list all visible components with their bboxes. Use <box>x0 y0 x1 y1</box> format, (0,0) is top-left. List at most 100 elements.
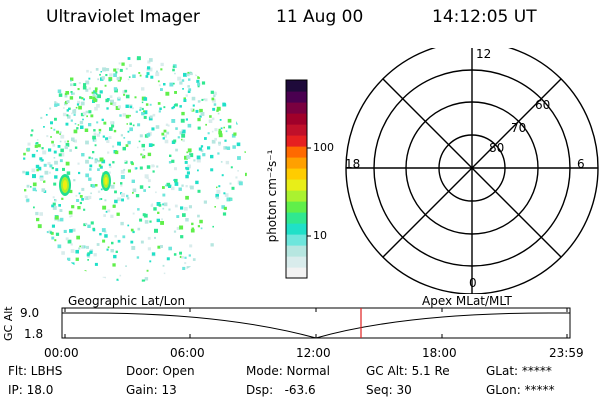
uv-pixel <box>179 131 183 135</box>
uv-pixel <box>60 152 65 157</box>
uv-pixel <box>87 255 91 258</box>
uv-pixel <box>46 135 49 138</box>
uv-pixel <box>221 174 224 177</box>
uv-pixel <box>191 108 195 112</box>
uv-pixel <box>108 163 111 166</box>
uv-pixel <box>118 62 121 65</box>
uv-pixel <box>216 109 219 112</box>
uv-pixel <box>182 88 184 90</box>
uv-pixel <box>200 149 204 153</box>
uv-pixel <box>31 168 36 173</box>
uv-image-disk <box>22 56 247 282</box>
uv-pixel <box>201 81 206 85</box>
uv-pixel <box>229 198 233 201</box>
uv-pixel <box>98 132 101 134</box>
uv-pixel <box>204 137 207 140</box>
uv-pixel <box>156 218 160 223</box>
uv-pixel <box>136 56 141 61</box>
uv-pixel <box>188 254 191 257</box>
colorbar-tick-label-10: 10 <box>313 229 327 242</box>
uv-pixel <box>73 139 77 143</box>
uv-pixel <box>119 68 123 72</box>
uv-pixel <box>182 213 186 217</box>
uv-pixel <box>130 228 134 232</box>
uv-pixel <box>154 236 156 239</box>
uv-pixel <box>112 102 117 106</box>
uv-pixel <box>101 228 106 232</box>
uv-pixel <box>184 206 188 211</box>
uv-pixel <box>197 189 201 193</box>
uv-pixel <box>100 71 102 73</box>
uv-pixel <box>84 270 87 273</box>
uv-pixel <box>134 96 137 99</box>
uv-pixel <box>110 214 114 218</box>
uv-pixel <box>89 168 92 171</box>
uv-pixel <box>210 90 214 94</box>
polar-lat-label-60: 60 <box>535 98 551 112</box>
uv-pixel <box>238 181 243 186</box>
uv-pixel <box>187 71 189 74</box>
uv-pixel <box>23 152 26 156</box>
uv-pixel <box>48 229 52 233</box>
uv-pixel <box>155 191 157 194</box>
uv-pixel <box>102 135 105 138</box>
uv-pixel <box>171 119 176 123</box>
uv-pixel <box>200 227 203 230</box>
uv-pixel <box>109 95 113 98</box>
uv-pixel <box>183 97 186 100</box>
uv-pixel <box>112 263 116 267</box>
uv-pixel <box>173 139 177 143</box>
uv-pixel <box>90 192 92 195</box>
uv-pixel <box>174 91 177 94</box>
uv-pixel <box>65 122 69 126</box>
gc-altitude-timeline <box>61 307 571 339</box>
colorbar-cell <box>286 135 307 147</box>
uv-pixel <box>105 210 108 213</box>
uv-pixel <box>190 185 194 190</box>
uv-pixel <box>51 224 55 228</box>
uv-pixel <box>90 248 94 252</box>
uv-pixel <box>218 128 221 131</box>
uv-pixel <box>106 107 109 110</box>
colorbar-cell <box>286 179 307 191</box>
uv-pixel <box>197 76 200 79</box>
uv-pixel <box>59 131 62 134</box>
uv-pixel <box>124 160 128 164</box>
uv-pixel <box>218 130 222 135</box>
uv-pixel <box>196 155 201 160</box>
uv-pixel <box>139 134 143 138</box>
uv-pixel <box>187 123 192 128</box>
uv-pixel <box>80 125 84 129</box>
uv-pixel <box>218 185 221 188</box>
uv-pixel <box>67 257 71 261</box>
timeline-x-tick-0000: 00:00 <box>44 346 79 360</box>
uv-pixel <box>169 82 174 87</box>
uv-pixel <box>89 164 93 168</box>
uv-pixel <box>185 218 189 222</box>
uv-pixel <box>163 129 167 133</box>
uv-pixel <box>77 206 81 210</box>
timeline-x-tick-1200: 12:00 <box>296 346 331 360</box>
uv-pixel <box>160 88 163 91</box>
uv-pixel <box>57 244 62 249</box>
uv-pixel <box>132 192 134 194</box>
uv-pixel <box>218 143 221 146</box>
uv-pixel <box>188 78 191 81</box>
uv-pixel <box>70 243 73 246</box>
uv-pixel <box>141 112 145 116</box>
uv-pixel <box>57 89 62 93</box>
uv-pixel <box>106 248 109 251</box>
uv-pixel <box>126 123 128 125</box>
uv-pixel <box>65 161 70 166</box>
uv-pixel <box>57 145 61 148</box>
uv-pixel <box>83 208 86 211</box>
uv-pixel <box>103 121 107 125</box>
uv-pixel <box>197 85 200 88</box>
uv-pixel <box>95 184 98 187</box>
uv-pixel <box>99 233 102 236</box>
uv-pixel <box>232 145 236 149</box>
uv-pixel <box>116 77 120 81</box>
uv-pixel <box>200 112 205 116</box>
uv-pixel <box>110 249 114 253</box>
uv-pixel <box>69 149 72 152</box>
